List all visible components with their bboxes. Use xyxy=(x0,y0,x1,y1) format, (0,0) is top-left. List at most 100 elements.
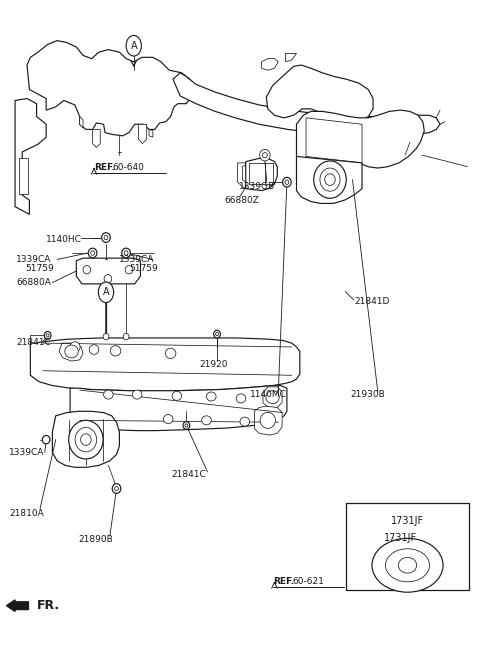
Text: REF.: REF. xyxy=(274,577,295,586)
Text: 1731JF: 1731JF xyxy=(391,516,424,526)
Polygon shape xyxy=(80,117,83,128)
Ellipse shape xyxy=(260,412,276,428)
Polygon shape xyxy=(27,41,192,136)
Polygon shape xyxy=(139,124,147,144)
Polygon shape xyxy=(246,159,277,190)
Text: 60-621: 60-621 xyxy=(292,577,324,586)
Text: 21890B: 21890B xyxy=(79,535,113,544)
Ellipse shape xyxy=(206,392,216,401)
Text: A: A xyxy=(131,41,137,51)
Ellipse shape xyxy=(83,266,91,274)
Ellipse shape xyxy=(112,484,121,493)
Ellipse shape xyxy=(372,539,443,592)
Ellipse shape xyxy=(125,266,133,274)
Circle shape xyxy=(126,35,142,56)
Ellipse shape xyxy=(214,330,220,338)
Text: 21841C: 21841C xyxy=(171,470,206,479)
Polygon shape xyxy=(19,159,28,194)
Ellipse shape xyxy=(110,346,121,356)
Ellipse shape xyxy=(202,416,211,425)
Polygon shape xyxy=(297,110,424,168)
Ellipse shape xyxy=(44,332,51,339)
Polygon shape xyxy=(93,130,100,148)
Text: 1731JF: 1731JF xyxy=(384,533,417,544)
FancyArrow shape xyxy=(6,600,28,611)
Ellipse shape xyxy=(65,345,78,358)
Ellipse shape xyxy=(89,344,99,354)
Ellipse shape xyxy=(42,435,50,444)
Ellipse shape xyxy=(285,180,289,184)
Polygon shape xyxy=(263,387,282,408)
Text: 66880A: 66880A xyxy=(16,278,51,287)
Polygon shape xyxy=(30,338,300,391)
Ellipse shape xyxy=(385,549,430,582)
Ellipse shape xyxy=(324,174,335,185)
Bar xyxy=(346,502,469,590)
Polygon shape xyxy=(286,54,297,62)
Text: 1339CA: 1339CA xyxy=(16,255,51,264)
Ellipse shape xyxy=(172,392,181,401)
Text: 1339GB: 1339GB xyxy=(239,182,275,191)
Ellipse shape xyxy=(163,415,173,424)
Polygon shape xyxy=(306,118,362,163)
Text: A: A xyxy=(103,287,109,297)
Text: 21841C: 21841C xyxy=(16,337,51,346)
Text: 1140HC: 1140HC xyxy=(46,235,82,244)
Ellipse shape xyxy=(183,422,190,430)
Polygon shape xyxy=(149,130,153,137)
Ellipse shape xyxy=(102,233,110,243)
Polygon shape xyxy=(266,65,373,123)
Ellipse shape xyxy=(115,486,119,490)
Ellipse shape xyxy=(283,177,291,187)
Ellipse shape xyxy=(70,342,80,352)
Ellipse shape xyxy=(240,417,250,426)
Ellipse shape xyxy=(132,390,142,399)
Ellipse shape xyxy=(165,348,176,359)
Polygon shape xyxy=(76,258,141,284)
Ellipse shape xyxy=(236,394,246,403)
Polygon shape xyxy=(59,343,83,361)
Ellipse shape xyxy=(260,150,270,161)
Circle shape xyxy=(98,282,114,303)
Ellipse shape xyxy=(75,428,96,452)
Ellipse shape xyxy=(122,248,131,258)
Polygon shape xyxy=(297,157,362,203)
Ellipse shape xyxy=(104,390,113,399)
Text: REF.: REF. xyxy=(94,163,115,172)
Text: 51759: 51759 xyxy=(129,264,158,273)
Text: FR.: FR. xyxy=(36,599,60,612)
Ellipse shape xyxy=(103,333,109,340)
Text: 21841D: 21841D xyxy=(354,297,389,306)
Text: 1339CA: 1339CA xyxy=(9,448,45,457)
Ellipse shape xyxy=(266,391,279,404)
Polygon shape xyxy=(70,386,287,431)
Ellipse shape xyxy=(185,424,188,427)
Text: 60-640: 60-640 xyxy=(113,163,144,172)
Ellipse shape xyxy=(81,434,91,446)
Ellipse shape xyxy=(216,332,218,335)
Text: 66880Z: 66880Z xyxy=(225,196,260,205)
Text: 1339CA: 1339CA xyxy=(120,255,155,264)
Polygon shape xyxy=(262,59,278,70)
Text: 51759: 51759 xyxy=(25,264,54,273)
Polygon shape xyxy=(173,73,440,136)
Polygon shape xyxy=(238,163,246,188)
Text: 21920: 21920 xyxy=(199,360,228,369)
Ellipse shape xyxy=(69,421,103,459)
Polygon shape xyxy=(52,412,120,468)
Ellipse shape xyxy=(263,153,267,158)
Ellipse shape xyxy=(88,248,97,258)
Polygon shape xyxy=(15,99,46,214)
Text: 21930B: 21930B xyxy=(350,390,385,399)
Ellipse shape xyxy=(398,557,417,573)
Ellipse shape xyxy=(104,275,112,283)
Text: 21810A: 21810A xyxy=(9,509,44,518)
Ellipse shape xyxy=(104,235,108,240)
Ellipse shape xyxy=(123,333,129,340)
Text: 1140MC: 1140MC xyxy=(250,390,287,399)
Ellipse shape xyxy=(124,251,128,255)
Ellipse shape xyxy=(91,251,95,255)
Polygon shape xyxy=(254,406,282,435)
Ellipse shape xyxy=(320,168,340,191)
Ellipse shape xyxy=(314,161,346,198)
